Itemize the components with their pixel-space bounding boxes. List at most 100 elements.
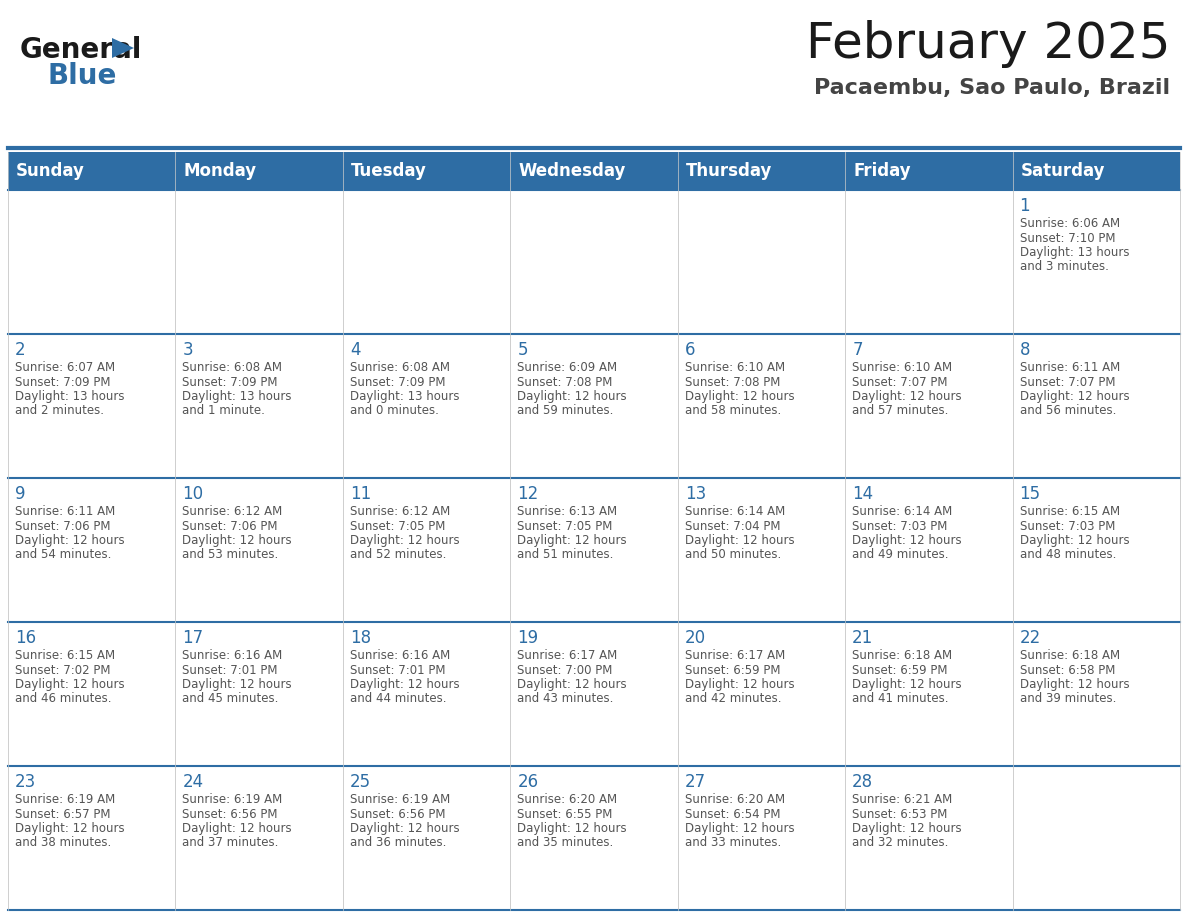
Text: and 36 minutes.: and 36 minutes. — [349, 836, 447, 849]
Text: Sunrise: 6:20 AM: Sunrise: 6:20 AM — [517, 793, 618, 806]
Text: Sunset: 7:01 PM: Sunset: 7:01 PM — [349, 664, 446, 677]
Text: Sunset: 7:01 PM: Sunset: 7:01 PM — [183, 664, 278, 677]
Bar — [176, 766, 343, 910]
Text: 20: 20 — [684, 629, 706, 647]
Bar — [845, 766, 1012, 910]
Text: Sunset: 7:10 PM: Sunset: 7:10 PM — [1019, 231, 1116, 244]
Text: Blue: Blue — [48, 62, 118, 90]
Text: Sunset: 7:04 PM: Sunset: 7:04 PM — [684, 520, 781, 532]
Text: 7: 7 — [852, 341, 862, 359]
Text: Sunset: 7:06 PM: Sunset: 7:06 PM — [15, 520, 110, 532]
Bar — [511, 478, 677, 622]
Bar — [176, 622, 343, 766]
Text: Sunset: 7:03 PM: Sunset: 7:03 PM — [1019, 520, 1116, 532]
Text: and 52 minutes.: and 52 minutes. — [349, 548, 447, 562]
Bar — [1012, 478, 1180, 622]
Text: Sunrise: 6:08 AM: Sunrise: 6:08 AM — [349, 361, 450, 374]
Text: Sunrise: 6:09 AM: Sunrise: 6:09 AM — [517, 361, 618, 374]
Text: Sunrise: 6:08 AM: Sunrise: 6:08 AM — [183, 361, 283, 374]
Text: Daylight: 12 hours: Daylight: 12 hours — [852, 678, 962, 691]
Text: Daylight: 12 hours: Daylight: 12 hours — [15, 678, 125, 691]
Text: 21: 21 — [852, 629, 873, 647]
Text: Daylight: 12 hours: Daylight: 12 hours — [183, 678, 292, 691]
Text: Sunrise: 6:19 AM: Sunrise: 6:19 AM — [349, 793, 450, 806]
Bar — [343, 622, 511, 766]
Text: and 41 minutes.: and 41 minutes. — [852, 692, 949, 706]
Text: and 38 minutes.: and 38 minutes. — [15, 836, 112, 849]
Text: and 32 minutes.: and 32 minutes. — [852, 836, 948, 849]
Text: Sunrise: 6:15 AM: Sunrise: 6:15 AM — [15, 649, 115, 662]
Text: and 46 minutes.: and 46 minutes. — [15, 692, 112, 706]
Text: Daylight: 12 hours: Daylight: 12 hours — [1019, 534, 1130, 547]
Bar — [845, 334, 1012, 478]
Text: Sunset: 7:00 PM: Sunset: 7:00 PM — [517, 664, 613, 677]
Text: 10: 10 — [183, 485, 203, 503]
Bar — [677, 766, 845, 910]
Text: Sunset: 7:05 PM: Sunset: 7:05 PM — [517, 520, 613, 532]
Text: and 57 minutes.: and 57 minutes. — [852, 405, 948, 418]
Text: Daylight: 12 hours: Daylight: 12 hours — [15, 534, 125, 547]
Text: Sunset: 7:05 PM: Sunset: 7:05 PM — [349, 520, 446, 532]
Text: 18: 18 — [349, 629, 371, 647]
Text: Daylight: 12 hours: Daylight: 12 hours — [517, 390, 627, 403]
Text: Saturday: Saturday — [1020, 162, 1105, 180]
Bar — [1012, 334, 1180, 478]
Bar — [1012, 622, 1180, 766]
Text: Daylight: 12 hours: Daylight: 12 hours — [852, 390, 962, 403]
Bar — [8, 152, 1180, 190]
Text: Sunrise: 6:16 AM: Sunrise: 6:16 AM — [349, 649, 450, 662]
Bar — [677, 622, 845, 766]
Text: 6: 6 — [684, 341, 695, 359]
Text: Sunrise: 6:14 AM: Sunrise: 6:14 AM — [852, 505, 953, 518]
Text: Sunrise: 6:17 AM: Sunrise: 6:17 AM — [684, 649, 785, 662]
Text: Daylight: 13 hours: Daylight: 13 hours — [15, 390, 125, 403]
Text: Sunset: 6:59 PM: Sunset: 6:59 PM — [852, 664, 948, 677]
Bar — [343, 334, 511, 478]
Text: Sunset: 7:08 PM: Sunset: 7:08 PM — [517, 375, 613, 388]
Text: Sunset: 6:56 PM: Sunset: 6:56 PM — [183, 808, 278, 821]
Text: 1: 1 — [1019, 197, 1030, 215]
Text: Sunrise: 6:17 AM: Sunrise: 6:17 AM — [517, 649, 618, 662]
Text: Daylight: 12 hours: Daylight: 12 hours — [684, 390, 795, 403]
Text: Sunrise: 6:12 AM: Sunrise: 6:12 AM — [183, 505, 283, 518]
Text: Monday: Monday — [183, 162, 257, 180]
Text: Daylight: 12 hours: Daylight: 12 hours — [684, 822, 795, 835]
Text: 2: 2 — [15, 341, 26, 359]
Text: and 50 minutes.: and 50 minutes. — [684, 548, 781, 562]
Text: and 42 minutes.: and 42 minutes. — [684, 692, 782, 706]
Bar — [845, 190, 1012, 334]
Text: 22: 22 — [1019, 629, 1041, 647]
Bar — [343, 478, 511, 622]
Bar — [343, 190, 511, 334]
Text: Sunday: Sunday — [15, 162, 84, 180]
Text: 28: 28 — [852, 773, 873, 791]
Text: 12: 12 — [517, 485, 538, 503]
Text: Sunrise: 6:10 AM: Sunrise: 6:10 AM — [852, 361, 953, 374]
Text: and 54 minutes.: and 54 minutes. — [15, 548, 112, 562]
Text: Daylight: 13 hours: Daylight: 13 hours — [1019, 246, 1129, 259]
Bar — [677, 190, 845, 334]
Bar — [176, 334, 343, 478]
Bar — [677, 478, 845, 622]
Text: Daylight: 12 hours: Daylight: 12 hours — [517, 822, 627, 835]
Text: and 35 minutes.: and 35 minutes. — [517, 836, 613, 849]
Text: 14: 14 — [852, 485, 873, 503]
Bar — [176, 478, 343, 622]
Text: Sunset: 7:09 PM: Sunset: 7:09 PM — [15, 375, 110, 388]
Text: 8: 8 — [1019, 341, 1030, 359]
Bar — [343, 766, 511, 910]
Text: and 33 minutes.: and 33 minutes. — [684, 836, 781, 849]
Text: Sunrise: 6:12 AM: Sunrise: 6:12 AM — [349, 505, 450, 518]
Text: Daylight: 12 hours: Daylight: 12 hours — [1019, 390, 1130, 403]
Text: Sunrise: 6:13 AM: Sunrise: 6:13 AM — [517, 505, 618, 518]
Text: 23: 23 — [15, 773, 37, 791]
Text: 15: 15 — [1019, 485, 1041, 503]
Text: Sunrise: 6:14 AM: Sunrise: 6:14 AM — [684, 505, 785, 518]
Text: and 1 minute.: and 1 minute. — [183, 405, 265, 418]
Text: Sunrise: 6:20 AM: Sunrise: 6:20 AM — [684, 793, 785, 806]
Text: Sunrise: 6:19 AM: Sunrise: 6:19 AM — [15, 793, 115, 806]
Bar — [511, 766, 677, 910]
Text: and 51 minutes.: and 51 minutes. — [517, 548, 614, 562]
Text: Daylight: 12 hours: Daylight: 12 hours — [349, 534, 460, 547]
Text: and 58 minutes.: and 58 minutes. — [684, 405, 781, 418]
